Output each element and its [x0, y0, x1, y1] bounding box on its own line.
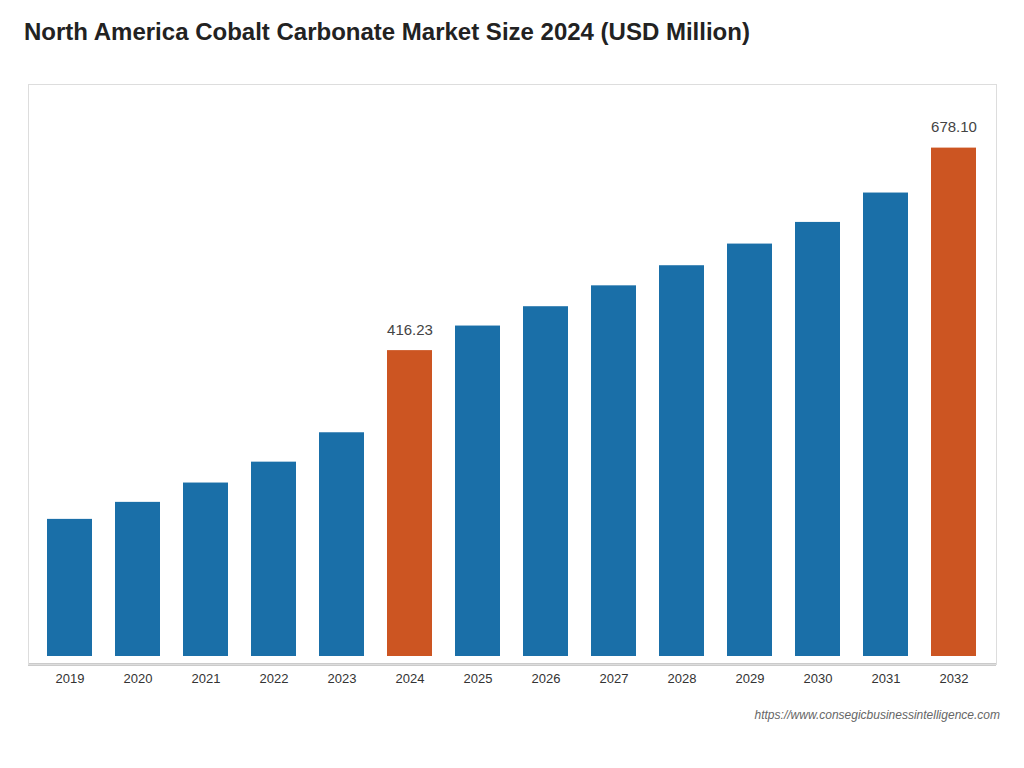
- svg-text:2029: 2029: [736, 671, 765, 686]
- svg-text:2020: 2020: [124, 671, 153, 686]
- svg-text:2027: 2027: [600, 671, 629, 686]
- svg-text:2026: 2026: [532, 671, 561, 686]
- svg-text:2023: 2023: [328, 671, 357, 686]
- svg-text:2030: 2030: [804, 671, 833, 686]
- svg-text:2031: 2031: [872, 671, 901, 686]
- svg-text:2019: 2019: [56, 671, 85, 686]
- svg-text:2028: 2028: [668, 671, 697, 686]
- svg-text:2021: 2021: [192, 671, 221, 686]
- svg-text:2032: 2032: [940, 671, 969, 686]
- svg-text:2024: 2024: [396, 671, 425, 686]
- svg-text:2022: 2022: [260, 671, 289, 686]
- svg-text:678.10: 678.10: [931, 118, 977, 135]
- svg-text:2025: 2025: [464, 671, 493, 686]
- html-text:https://www.consegicbusinessin: https://www.consegicbusinessintelligence…: [754, 708, 1000, 722]
- html-text:North America Cobalt Carbonate: North America Cobalt Carbonate Market Si…: [24, 18, 750, 45]
- svg-text:416.23: 416.23: [387, 321, 433, 338]
